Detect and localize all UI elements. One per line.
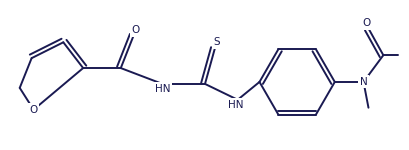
Text: N: N	[359, 77, 366, 87]
Text: O: O	[131, 25, 139, 35]
Text: S: S	[213, 37, 220, 47]
Text: O: O	[362, 18, 370, 28]
Text: HN: HN	[227, 100, 243, 110]
Text: O: O	[29, 105, 38, 115]
Text: HN: HN	[154, 84, 170, 94]
